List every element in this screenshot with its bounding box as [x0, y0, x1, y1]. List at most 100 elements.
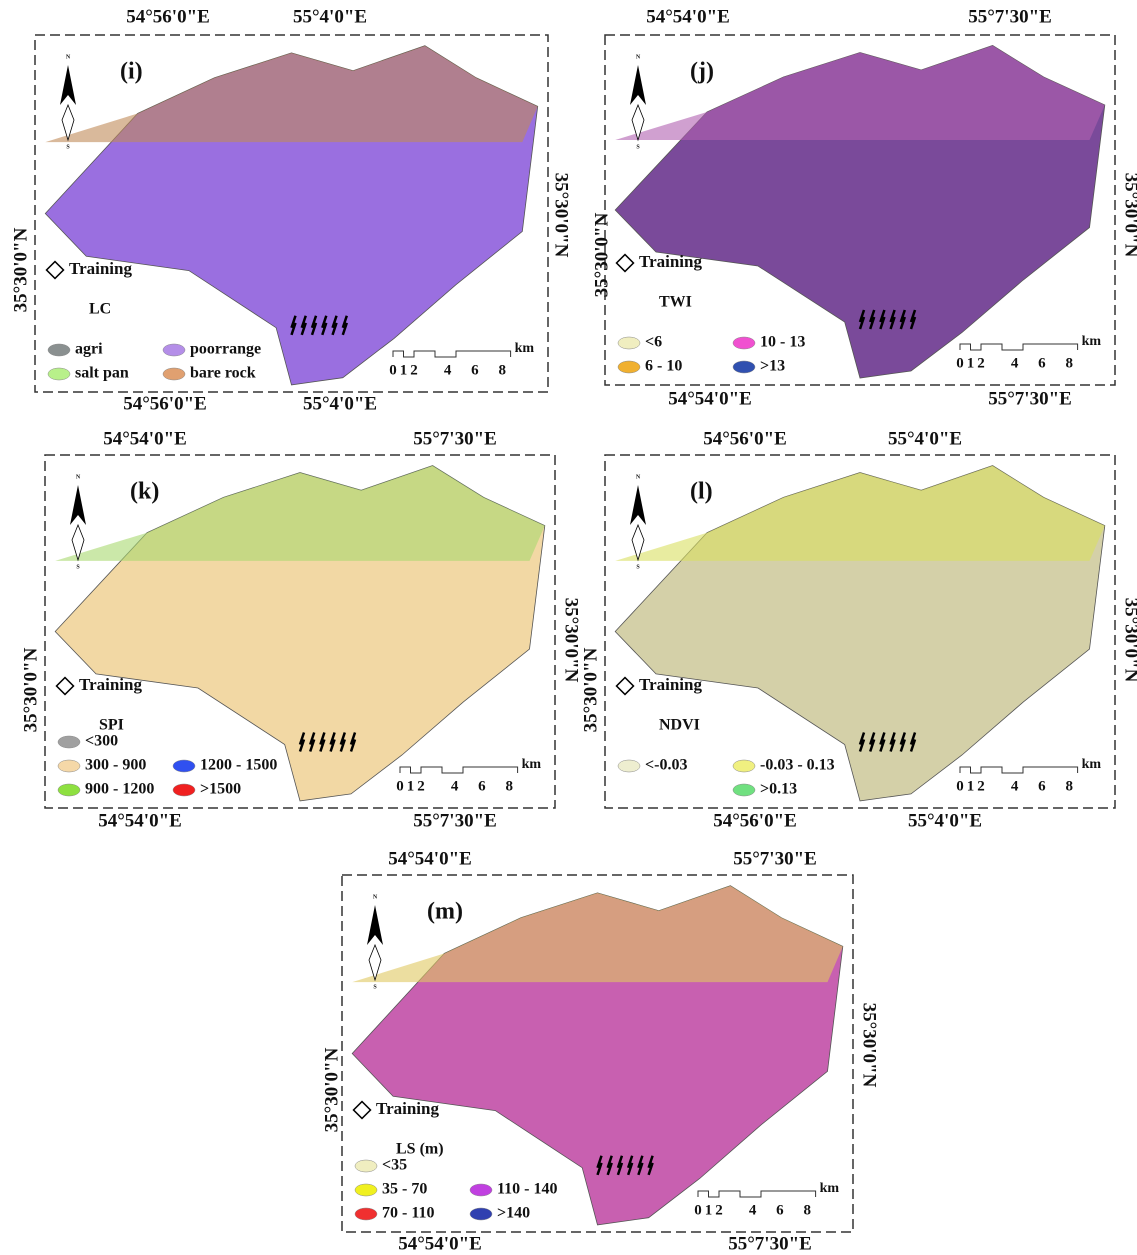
study-area-zone [615, 46, 1105, 141]
panel-label: (l) [690, 479, 713, 505]
scale-label: 8 [1065, 355, 1073, 371]
scale-label: 1 [967, 355, 975, 371]
legend-label: 70 - 110 [382, 1205, 434, 1222]
legend-label: 300 - 900 [85, 757, 146, 774]
lat-label: 35°30'0"N [591, 212, 612, 297]
legend-label: salt pan [75, 365, 129, 382]
scale-label: 2 [410, 362, 418, 378]
lon-label: 55°7'30"E [413, 810, 497, 831]
map-panel: 54°54'0"E55°7'30"E54°54'0"E55°7'30"E35°3… [321, 848, 879, 1254]
legend-title: LS (m) [396, 1141, 444, 1158]
legend-label: -0.03 - 0.13 [760, 757, 835, 774]
legend-title: NDVI [659, 717, 700, 734]
panel-label: (j) [690, 59, 714, 85]
scale-label: 0 [694, 1202, 702, 1218]
lon-label: 55°7'30"E [413, 428, 497, 449]
north-arrow [60, 65, 76, 105]
lon-label: 55°7'30"E [968, 6, 1052, 27]
scale-label: 8 [803, 1202, 811, 1218]
study-area-zone [55, 466, 545, 561]
scale-unit: km [522, 757, 542, 772]
scale-label: 6 [776, 1202, 784, 1218]
lon-label: 54°54'0"E [388, 848, 472, 869]
lon-label: 55°4'0"E [293, 6, 367, 27]
lat-label: 35°30'0"N [561, 598, 582, 683]
lat-label: 35°30'0"N [859, 1003, 880, 1088]
legend-swatch [355, 1184, 377, 1196]
legend-swatch [58, 784, 80, 796]
legend-label: 6 - 10 [645, 358, 682, 375]
lon-label: 55°4'0"E [888, 428, 962, 449]
south-label: S [76, 564, 80, 570]
training-label: Training [376, 1099, 439, 1118]
north-label: N [636, 54, 641, 60]
lon-label: 54°54'0"E [646, 6, 730, 27]
lat-label: 35°30'0"N [321, 1047, 342, 1132]
scale-bar [393, 351, 511, 357]
legend-label: >0.13 [760, 781, 797, 798]
legend-label: 1200 - 1500 [200, 757, 277, 774]
map-panel: 54°56'0"E55°4'0"E54°56'0"E55°4'0"E35°30'… [10, 6, 571, 414]
south-label: S [636, 144, 640, 150]
lon-label: 55°4'0"E [908, 810, 982, 831]
scale-label: 8 [1065, 778, 1073, 794]
legend-swatch [48, 368, 70, 380]
panel-label: (k) [130, 479, 159, 505]
scale-label: 6 [478, 778, 486, 794]
study-area-zone [352, 886, 843, 982]
scale-label: 2 [715, 1202, 723, 1218]
study-area-zone [615, 466, 1105, 561]
scale-label: 2 [977, 355, 985, 371]
lon-label: 55°4'0"E [303, 393, 377, 414]
legend-swatch [470, 1184, 492, 1196]
legend-label: 110 - 140 [497, 1181, 557, 1198]
lat-label: 35°30'0"N [551, 173, 572, 258]
legend-swatch [733, 361, 755, 373]
south-label: S [373, 984, 377, 990]
figure: 54°56'0"E55°4'0"E54°56'0"E55°4'0"E35°30'… [0, 0, 1137, 1255]
scale-label: 1 [705, 1202, 713, 1218]
legend-label: <35 [382, 1157, 407, 1174]
lat-label: 35°30'0"N [10, 227, 31, 312]
legend-swatch [618, 337, 640, 349]
legend-swatch [470, 1208, 492, 1220]
north-label: N [373, 894, 378, 900]
lon-label: 54°54'0"E [398, 1233, 482, 1254]
scale-label: 4 [749, 1202, 757, 1218]
scale-unit: km [1082, 757, 1102, 772]
lon-label: 55°7'30"E [733, 848, 817, 869]
lon-label: 54°54'0"E [668, 388, 752, 409]
training-symbol [617, 255, 634, 272]
lon-label: 54°54'0"E [98, 810, 182, 831]
legend-label: >13 [760, 358, 785, 375]
scale-label: 4 [1011, 778, 1019, 794]
legend-label: poorrange [190, 341, 261, 358]
legend-swatch [163, 344, 185, 356]
north-arrow [630, 65, 646, 105]
legend-swatch [173, 784, 195, 796]
legend-swatch [58, 736, 80, 748]
legend-label: <-0.03 [645, 757, 687, 774]
training-label: Training [69, 259, 132, 278]
training-label: Training [79, 675, 142, 694]
scale-label: 6 [1038, 355, 1046, 371]
north-label: N [66, 54, 71, 60]
scale-label: 1 [400, 362, 408, 378]
scale-label: 8 [505, 778, 513, 794]
south-label: S [66, 144, 70, 150]
panel-label: (i) [120, 59, 143, 85]
scale-label: 6 [471, 362, 479, 378]
legend-swatch [48, 344, 70, 356]
scale-bar [698, 1191, 816, 1197]
scale-unit: km [1082, 334, 1102, 349]
scale-label: 0 [396, 778, 404, 794]
legend-swatch [355, 1208, 377, 1220]
scale-bar [960, 767, 1078, 773]
training-symbol [47, 262, 64, 279]
training-symbol [354, 1102, 371, 1119]
scale-label: 4 [451, 778, 459, 794]
legend-title: LC [89, 301, 111, 318]
lat-label: 35°30'0"N [580, 647, 601, 732]
north-arrow [70, 485, 86, 525]
legend-label: 10 - 13 [760, 334, 805, 351]
